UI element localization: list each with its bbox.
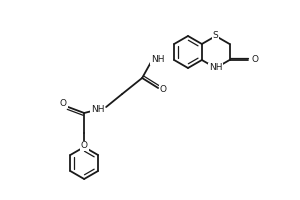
Text: O: O: [60, 98, 67, 108]
Text: O: O: [251, 54, 258, 64]
Text: O: O: [160, 86, 167, 95]
Text: NH: NH: [151, 55, 164, 64]
Text: NH: NH: [209, 64, 223, 72]
Text: O: O: [81, 142, 88, 150]
Text: S: S: [213, 31, 219, 40]
Text: NH: NH: [91, 106, 104, 114]
